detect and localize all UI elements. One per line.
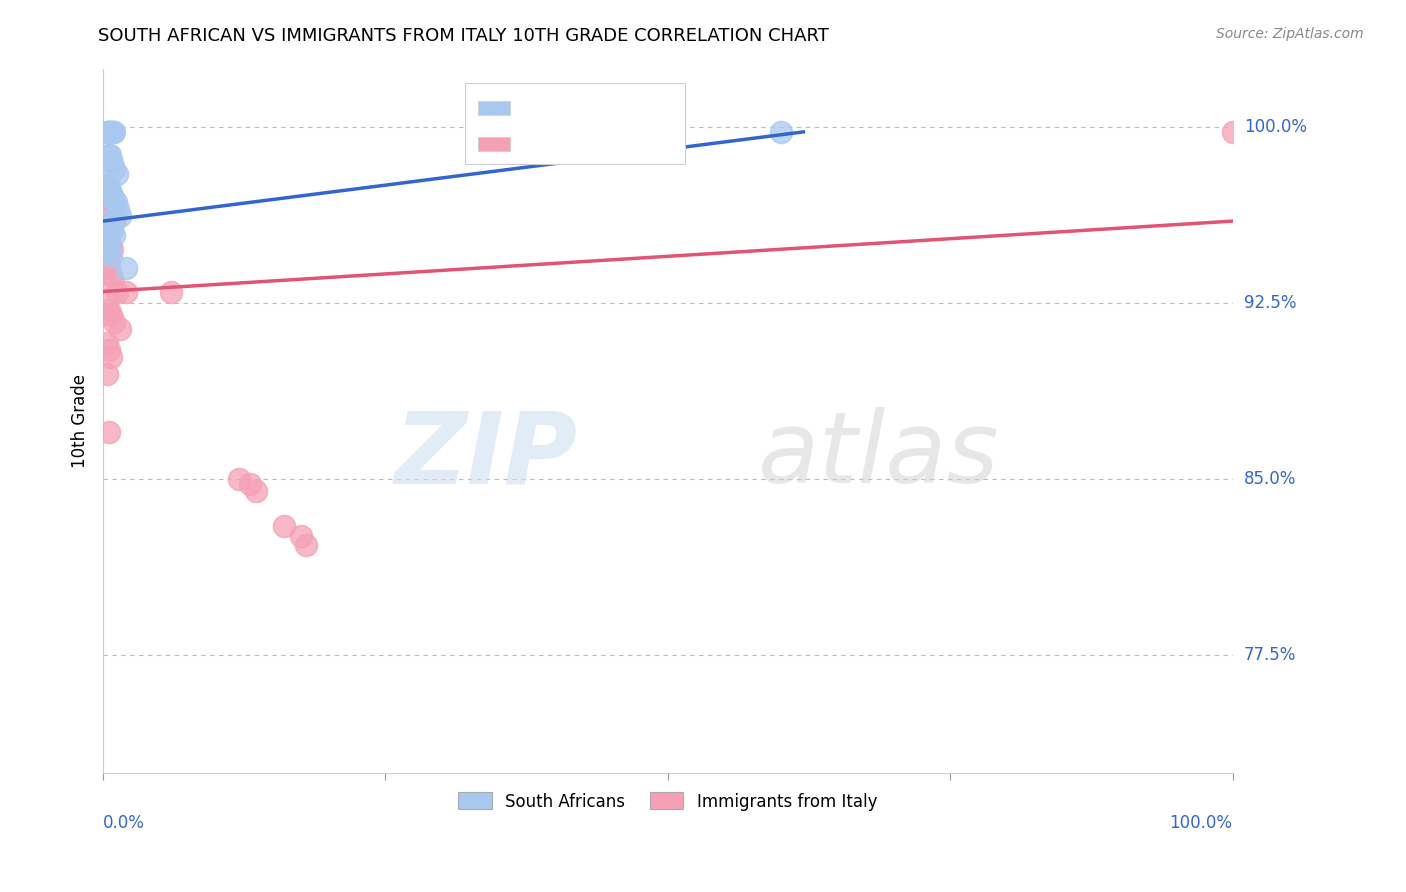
Text: 77.5%: 77.5%: [1244, 647, 1296, 665]
Point: [100, 186, 122, 200]
Point: [108, 322, 131, 336]
Point: [103, 315, 125, 329]
Point: [98, 148, 121, 162]
FancyBboxPatch shape: [478, 137, 510, 151]
Point: [290, 529, 312, 543]
Point: [97, 125, 120, 139]
Text: 0.0%: 0.0%: [103, 814, 145, 832]
Text: 100.0%: 100.0%: [1244, 119, 1306, 136]
Point: [96, 367, 118, 381]
Point: [101, 155, 124, 169]
Point: [108, 210, 131, 224]
Point: [100, 268, 122, 282]
Point: [245, 484, 267, 499]
Point: [101, 125, 124, 139]
Point: [97, 425, 120, 440]
Text: N = 29: N = 29: [617, 96, 679, 114]
Point: [100, 351, 122, 365]
Point: [98, 125, 121, 139]
Legend: South Africans, Immigrants from Italy: South Africans, Immigrants from Italy: [451, 786, 884, 817]
Point: [103, 162, 125, 177]
Point: [103, 125, 125, 139]
Point: [96, 336, 118, 351]
Point: [114, 261, 136, 276]
Point: [160, 285, 183, 299]
Y-axis label: 10th Grade: 10th Grade: [72, 374, 89, 467]
Point: [96, 296, 118, 310]
Point: [96, 178, 118, 193]
Text: Source: ZipAtlas.com: Source: ZipAtlas.com: [1216, 27, 1364, 41]
Point: [98, 202, 121, 217]
Point: [101, 210, 124, 224]
Point: [100, 125, 122, 139]
Point: [103, 275, 125, 289]
Point: [97, 214, 120, 228]
Point: [105, 167, 128, 181]
Point: [96, 178, 118, 193]
Point: [97, 242, 120, 256]
Point: [97, 178, 120, 193]
Point: [97, 226, 120, 240]
Point: [769, 125, 792, 139]
Point: [114, 285, 136, 299]
Point: [96, 256, 118, 270]
FancyBboxPatch shape: [464, 83, 685, 163]
Point: [1222, 125, 1244, 139]
Point: [100, 308, 122, 322]
Point: [228, 472, 250, 486]
Point: [97, 303, 120, 318]
Point: [96, 237, 118, 252]
Point: [103, 228, 125, 243]
Point: [104, 195, 127, 210]
Point: [97, 261, 120, 276]
Point: [97, 125, 120, 139]
Point: [100, 249, 122, 263]
Point: [273, 519, 295, 533]
Point: [103, 191, 125, 205]
Point: [105, 285, 128, 299]
Point: [97, 191, 120, 205]
Point: [101, 242, 124, 256]
Point: [97, 343, 120, 358]
Point: [103, 214, 125, 228]
Text: 100.0%: 100.0%: [1170, 814, 1233, 832]
FancyBboxPatch shape: [478, 102, 510, 115]
Point: [97, 148, 120, 162]
Point: [103, 125, 125, 139]
Text: R = 0.448: R = 0.448: [519, 96, 609, 114]
Point: [96, 125, 118, 139]
Text: N = 32: N = 32: [617, 132, 679, 150]
Text: atlas: atlas: [758, 408, 1000, 504]
Text: R = 0.100: R = 0.100: [519, 132, 609, 150]
Point: [295, 538, 318, 552]
Point: [101, 223, 124, 237]
Point: [107, 202, 129, 217]
Point: [239, 477, 262, 491]
Text: 85.0%: 85.0%: [1244, 470, 1296, 488]
Point: [98, 219, 121, 233]
Text: 92.5%: 92.5%: [1244, 294, 1296, 312]
Point: [98, 237, 121, 252]
Text: SOUTH AFRICAN VS IMMIGRANTS FROM ITALY 10TH GRADE CORRELATION CHART: SOUTH AFRICAN VS IMMIGRANTS FROM ITALY 1…: [98, 27, 830, 45]
Text: ZIP: ZIP: [395, 408, 578, 504]
